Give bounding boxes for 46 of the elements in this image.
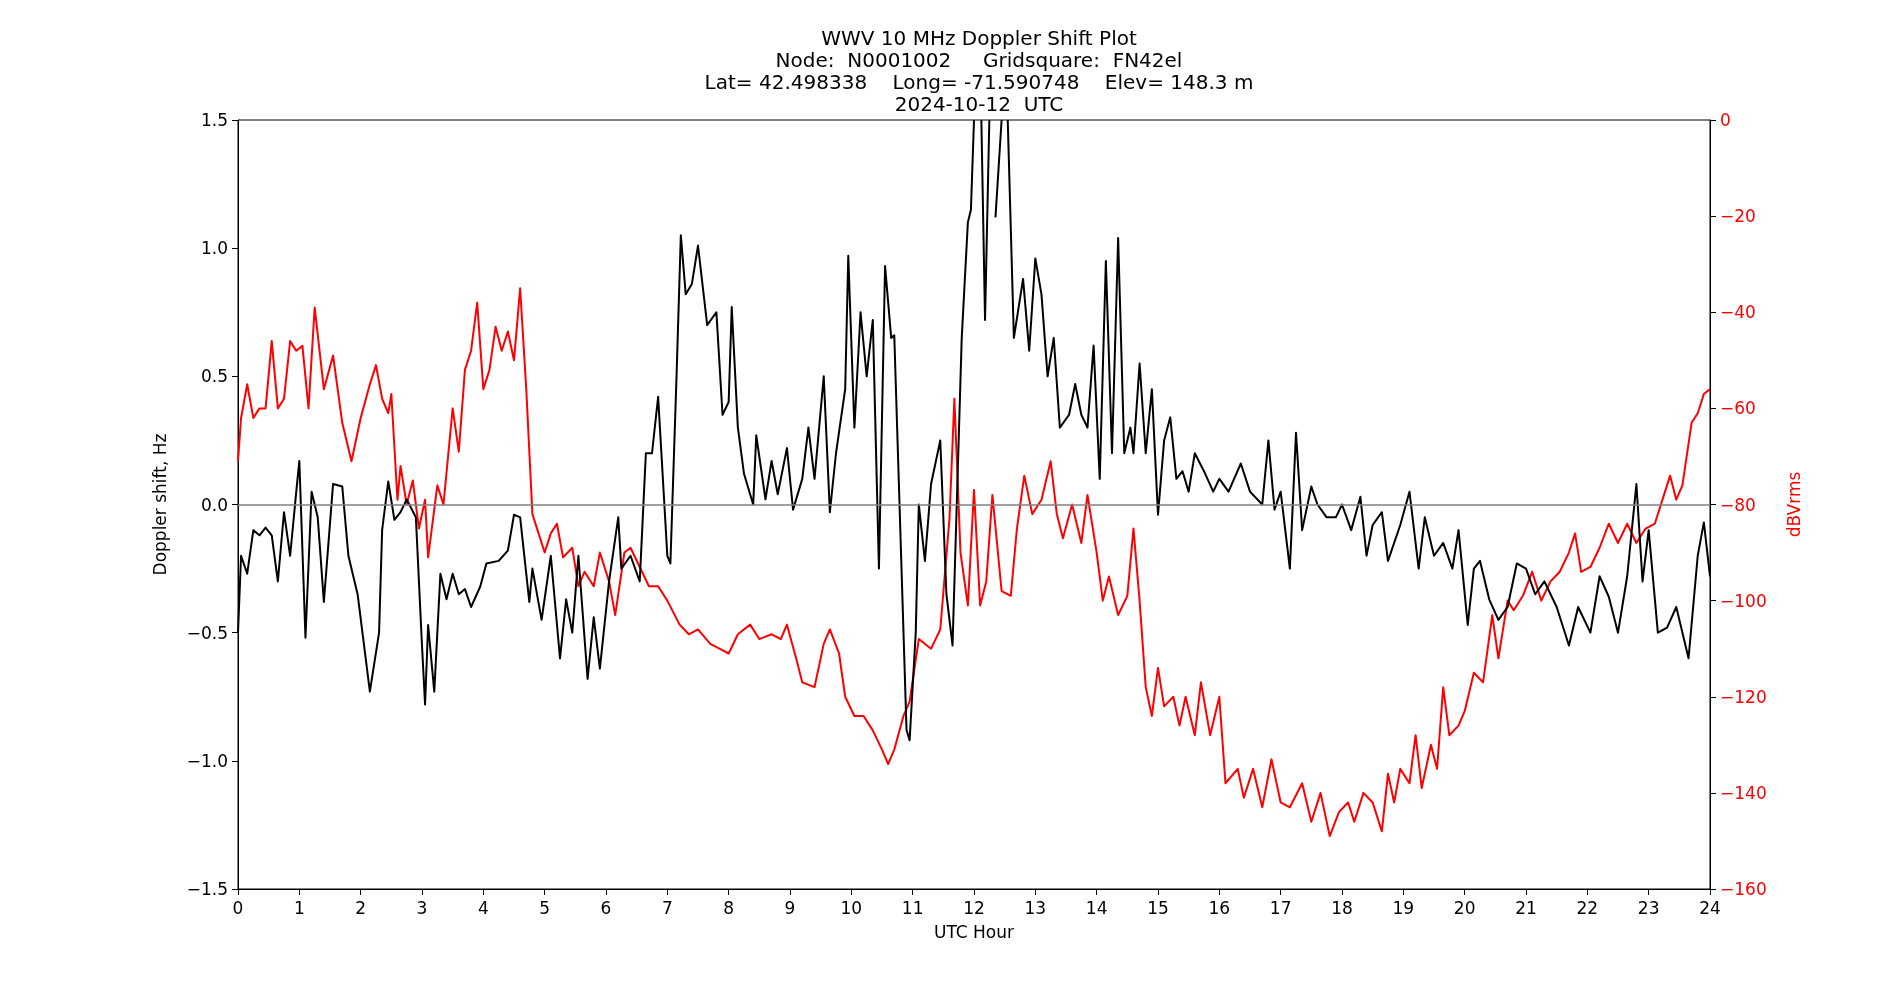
x-tick-label: 15 (1147, 897, 1169, 918)
x-tick-label: 22 (1576, 897, 1599, 918)
y-tick-label: −1.5 (186, 879, 228, 899)
y2-tick-label: −60 (1720, 398, 1756, 419)
x-tick-label: 2 (355, 897, 367, 918)
x-tick-label: 6 (600, 897, 612, 918)
x-tick-label: 16 (1208, 897, 1231, 918)
line-series (237, 287, 1711, 838)
x-tick-label: 13 (1024, 897, 1047, 918)
y2-tick-label: 0 (1720, 110, 1731, 130)
y2-tick-label: −80 (1720, 494, 1756, 515)
y-tick-label: −0.5 (186, 622, 228, 643)
y-tick-label: −1.0 (186, 750, 228, 771)
x-axis-title: UTC Hour (933, 921, 1015, 942)
y-tick-label: 1.0 (200, 238, 228, 259)
y2-tick-label: −20 (1720, 206, 1756, 227)
y2-tick-label: −160 (1720, 879, 1767, 899)
x-tick-label: 9 (784, 897, 796, 918)
y-axis-title: Doppler shift, Hz (149, 433, 170, 576)
y2-axis-title: dBVrms (1783, 471, 1804, 538)
y-tick-label: 1.5 (200, 110, 228, 130)
x-tick-label: 5 (539, 897, 551, 918)
y2-tick-label: −120 (1720, 686, 1767, 707)
x-tick-label: 19 (1392, 897, 1415, 918)
x-tick-label: 3 (416, 897, 428, 918)
y2-tick-label: −140 (1720, 782, 1767, 803)
x-tick-label: 20 (1453, 897, 1476, 918)
x-tick-label: 18 (1331, 897, 1353, 918)
x-tick-label: 21 (1515, 897, 1537, 918)
x-tick-label: 1 (293, 897, 305, 918)
x-tick-label: 24 (1699, 897, 1721, 918)
x-tick-label: 23 (1637, 897, 1660, 918)
y2-tick-label: −40 (1720, 302, 1756, 323)
x-tick-label: 10 (840, 897, 863, 918)
chart-title: WWV 10 MHz Doppler Shift Plot Node: N0001002 Gridsquare: FN42el Lat= 42.498338 Long= -71.590748 Elev= 148.3 m 2024-10-12 UTC (704, 26, 1254, 116)
x-tick-label: 17 (1269, 897, 1292, 918)
x-tick-label: 0 (232, 897, 244, 918)
x-tick-label: 4 (477, 897, 489, 918)
x-tick-label: 12 (963, 897, 985, 918)
y-tick-label: 0.5 (200, 366, 228, 387)
y-tick-label: 0.0 (200, 494, 228, 515)
x-tick-label: 11 (901, 897, 924, 918)
x-tick-label: 7 (661, 897, 673, 918)
x-tick-label: 8 (723, 897, 735, 918)
y2-tick-label: −100 (1720, 590, 1767, 611)
x-tick-label: 14 (1085, 897, 1108, 918)
